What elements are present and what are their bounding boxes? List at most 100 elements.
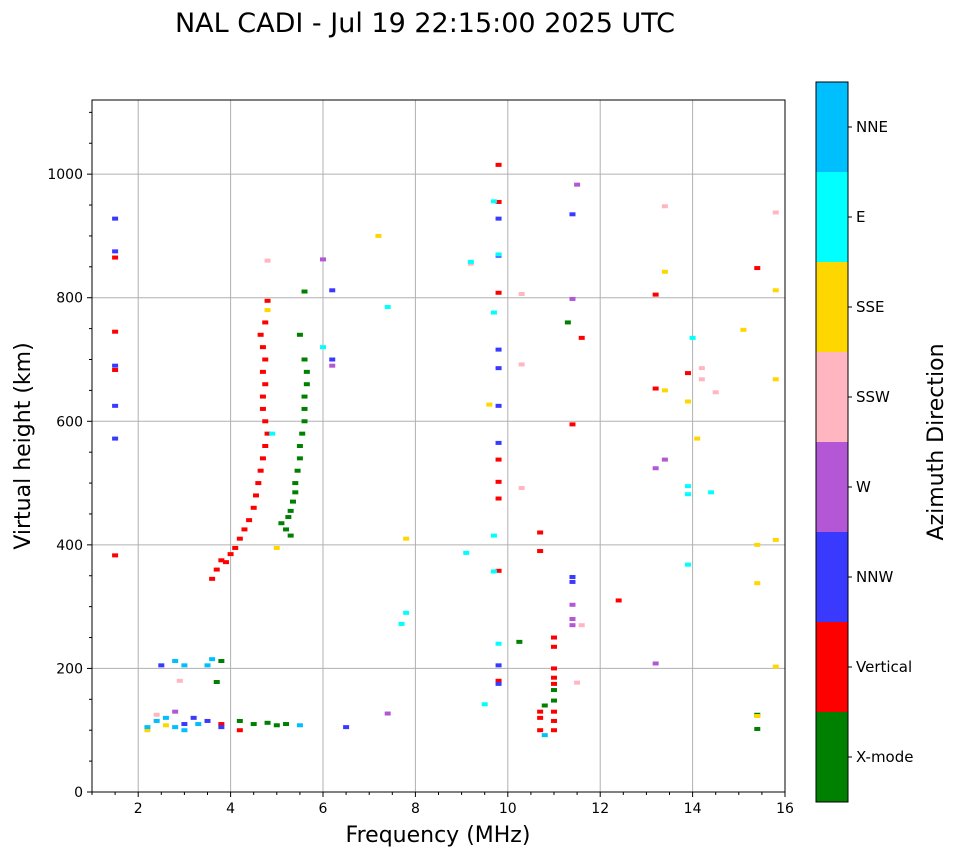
data-point	[329, 357, 336, 362]
data-point	[516, 639, 523, 644]
series-w	[172, 182, 668, 716]
data-point	[287, 508, 294, 513]
data-point	[255, 481, 262, 486]
data-point	[292, 490, 299, 495]
data-point	[551, 644, 557, 649]
series-sse	[144, 233, 779, 733]
data-point	[537, 530, 544, 535]
colorbar-segment	[816, 82, 848, 172]
data-point	[112, 436, 119, 441]
data-point	[296, 332, 303, 337]
data-point	[259, 345, 266, 350]
plot-area	[91, 99, 786, 793]
data-point	[537, 728, 544, 733]
colorbar-title: Azimuth Direction	[924, 343, 949, 540]
y-tick-label: 0	[74, 785, 83, 801]
data-point	[652, 292, 659, 297]
data-point	[772, 210, 779, 215]
data-point	[262, 320, 269, 325]
data-point	[384, 304, 391, 309]
data-point	[294, 468, 301, 473]
data-point	[694, 436, 701, 441]
data-point	[301, 289, 308, 294]
data-point	[495, 641, 502, 646]
data-point	[698, 366, 705, 371]
data-point	[486, 402, 493, 407]
data-point	[273, 545, 280, 550]
data-point	[712, 390, 719, 395]
data-point	[495, 440, 502, 445]
colorbar-label: E	[856, 208, 865, 226]
colorbar-frame	[815, 81, 849, 803]
data-point	[181, 663, 188, 668]
data-point	[652, 386, 659, 391]
colorbar-label: NNE	[856, 118, 888, 136]
series-e	[269, 199, 715, 707]
data-point	[259, 394, 266, 399]
grid-lines	[92, 100, 786, 793]
data-point	[684, 484, 691, 489]
data-point	[551, 635, 557, 640]
data-point	[190, 715, 197, 720]
data-point	[537, 709, 544, 714]
x-tick-label: 6	[319, 801, 328, 817]
data-point	[495, 290, 502, 295]
data-point	[495, 252, 502, 257]
data-point	[289, 499, 296, 504]
data-point	[754, 714, 761, 719]
data-point	[236, 728, 243, 733]
data-point	[222, 560, 229, 565]
data-point	[754, 542, 761, 547]
x-tick-label: 14	[684, 801, 702, 817]
data-point	[490, 310, 497, 315]
chart-title: NAL CADI - Jul 19 22:15:00 2025 UTC	[175, 8, 675, 39]
colorbar-label: SSE	[856, 298, 885, 316]
data-point	[384, 711, 391, 716]
data-point	[495, 216, 502, 221]
data-point	[112, 553, 119, 558]
data-point	[112, 363, 119, 368]
data-point	[181, 728, 188, 733]
data-point	[176, 678, 183, 683]
data-point	[569, 617, 576, 621]
data-point	[495, 199, 502, 204]
x-tick-label: 4	[226, 801, 235, 817]
colorbar-segment	[816, 352, 848, 442]
data-point	[296, 444, 303, 448]
data-point	[615, 598, 622, 603]
data-point	[708, 490, 715, 495]
data-point	[495, 457, 502, 462]
data-point	[652, 466, 659, 471]
data-point	[495, 162, 502, 167]
data-point	[574, 182, 581, 187]
data-point	[684, 562, 691, 567]
data-point	[264, 298, 271, 303]
data-point	[218, 659, 225, 664]
data-point	[262, 444, 269, 448]
data-point	[754, 266, 761, 271]
data-point	[162, 715, 169, 720]
data-point	[551, 666, 557, 671]
data-point	[301, 406, 308, 411]
data-point	[754, 581, 761, 586]
x-axis: 2 4 6 8 10 12 14 16	[91, 792, 794, 817]
y-tick-label: 1000	[47, 167, 83, 183]
data-point	[329, 363, 336, 368]
data-point	[518, 292, 525, 297]
y-axis: 0 200 400 600 800 1000	[47, 111, 92, 801]
data-point	[259, 369, 266, 374]
data-point	[569, 623, 576, 628]
data-point	[689, 335, 696, 340]
series-vertical	[112, 162, 761, 733]
data-point	[144, 728, 151, 733]
data-point	[661, 388, 668, 393]
data-point	[495, 479, 502, 484]
data-point	[518, 486, 525, 491]
data-point	[495, 681, 502, 686]
data-point	[772, 664, 779, 669]
data-point	[772, 537, 779, 542]
data-point	[153, 712, 160, 717]
y-axis-label: Virtual height (km)	[11, 342, 36, 549]
data-point	[495, 496, 502, 501]
data-point	[772, 288, 779, 293]
